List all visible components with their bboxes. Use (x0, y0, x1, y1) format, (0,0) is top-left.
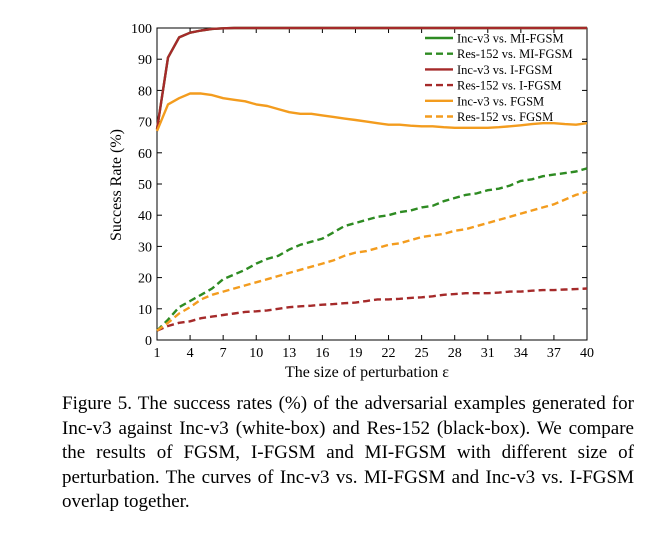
x-tick-label: 4 (187, 346, 194, 361)
legend-label: Res-152 vs. MI-FGSM (457, 47, 573, 61)
x-tick-label: 40 (580, 346, 594, 361)
plot-area: 0 10 20 30 40 50 60 70 80 90 100 1 4 7 10 13 16 19 22 25 28 3… (131, 22, 594, 361)
y-tick-label: 100 (131, 22, 152, 37)
figure-caption: Figure 5. The success rates (%) of the a… (62, 393, 634, 512)
x-tick-label: 16 (315, 346, 329, 361)
y-tick-label: 90 (138, 53, 152, 68)
x-tick-label: 22 (382, 346, 396, 361)
x-tick-label: 31 (481, 346, 495, 361)
y-tick-label: 60 (138, 147, 152, 162)
series-line-res-152-vs-mi-fgsm (156, 167, 588, 332)
series-layer (155, 26, 588, 332)
y-tick-label: 30 (138, 240, 152, 255)
x-tick-label: 25 (415, 346, 429, 361)
y-tick-label: 40 (138, 209, 152, 224)
y-axis-label: Success Rate (%) (108, 129, 125, 241)
x-axis-label: The size of perturbation ε (285, 364, 449, 381)
x-tick-label: 13 (282, 346, 296, 361)
x-tick-label: 10 (249, 346, 263, 361)
legend-label: Res-152 vs. I-FGSM (457, 79, 562, 93)
series-line-res-152-vs-i-fgsm (156, 287, 588, 332)
y-tick-label: 70 (138, 116, 152, 131)
legend-label: Inc-v3 vs. MI-FGSM (457, 32, 564, 46)
series-line-inc-v3-vs-i-fgsm (155, 26, 587, 130)
y-tick-label: 10 (138, 303, 152, 318)
legend-label: Inc-v3 vs. I-FGSM (457, 63, 552, 77)
y-tick-label: 20 (138, 272, 152, 287)
x-tick-label: 19 (348, 346, 362, 361)
x-tick-label: 28 (448, 346, 462, 361)
legend-label: Inc-v3 vs. FGSM (457, 94, 544, 108)
x-tick-label: 34 (514, 346, 528, 361)
series-line-res-152-vs-fgsm (156, 190, 588, 332)
line-chart: 0 10 20 30 40 50 60 70 80 90 100 1 4 7 10 13 16 19 22 25 28 3… (108, 22, 594, 381)
x-tick-label: 1 (154, 346, 161, 361)
legend-label: Res-152 vs. FGSM (457, 110, 553, 124)
y-tick-label: 0 (145, 334, 152, 349)
x-tick-label: 37 (547, 346, 561, 361)
y-tick-label: 80 (138, 84, 152, 99)
y-tick-label: 50 (138, 178, 152, 193)
x-tick-label: 7 (220, 346, 227, 361)
series-line-inc-v3-vs-fgsm (155, 92, 588, 132)
